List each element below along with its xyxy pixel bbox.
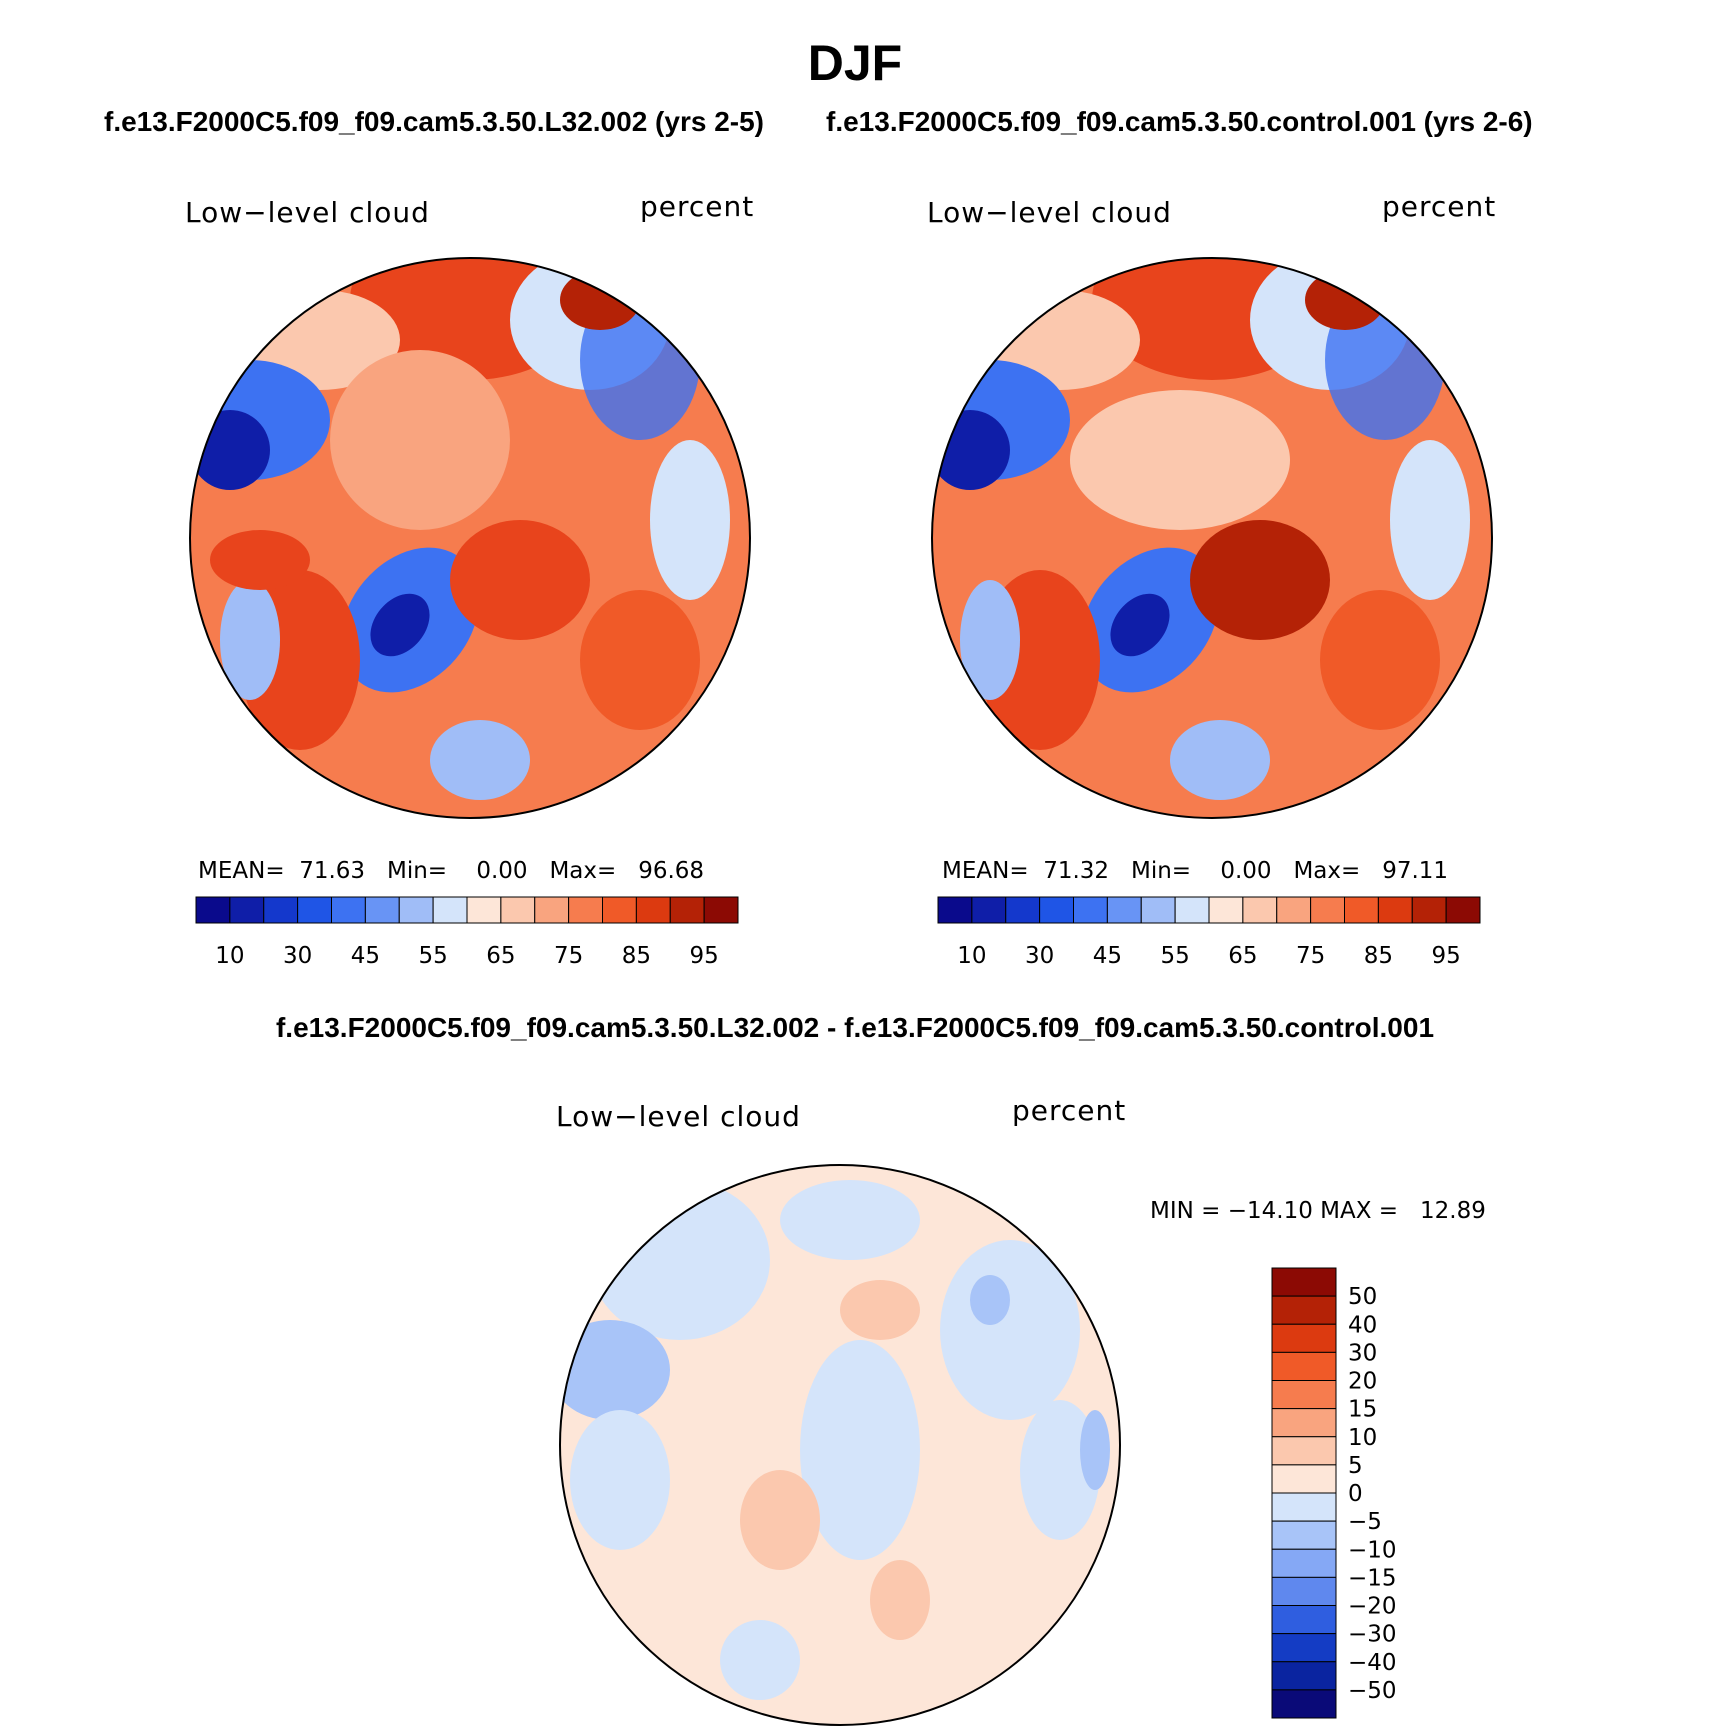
colorbar-b-swatch bbox=[1310, 896, 1345, 924]
colorbar-diff-swatch bbox=[1271, 1633, 1337, 1663]
colorbar-diff-tick-label: −10 bbox=[1348, 1537, 1397, 1563]
colorbar-b-swatch bbox=[1106, 896, 1142, 924]
colorbar-a-tick-label: 45 bbox=[351, 943, 380, 969]
colorbar-a-tick-label: 65 bbox=[486, 943, 515, 969]
difference-title: f.e13.F2000C5.f09_f09.cam5.3.50.L32.002 … bbox=[275, 1012, 1435, 1043]
colorbar-b-swatch bbox=[1411, 896, 1447, 924]
colorbar-b-swatch bbox=[1276, 896, 1312, 924]
map-panel-difference bbox=[559, 1164, 1121, 1726]
colorbar-b-tick-label: 65 bbox=[1228, 943, 1257, 969]
colorbar-a-tick-label: 55 bbox=[418, 943, 447, 969]
colorbar-diff-tick-label: −40 bbox=[1348, 1650, 1397, 1676]
colorbar-a-swatch bbox=[229, 896, 265, 924]
colorbar-diff-tick-label: 20 bbox=[1348, 1369, 1377, 1395]
colorbar-b-swatch bbox=[1073, 896, 1108, 924]
colorbar-diff-swatch bbox=[1271, 1323, 1337, 1353]
colorbar-diff-tick-label: −15 bbox=[1348, 1565, 1397, 1591]
colorbar-b-tick-label: 10 bbox=[957, 943, 986, 969]
colorbar-b-tick-label: 95 bbox=[1431, 943, 1460, 969]
colorbar-a-swatch bbox=[297, 896, 332, 924]
colorbar-a-swatch bbox=[195, 896, 231, 924]
colorbar-diff-swatch bbox=[1271, 1548, 1337, 1578]
figure-title: DJF bbox=[807, 35, 903, 91]
panel-a-variable: Low−level cloud bbox=[185, 196, 430, 229]
panel-a-stats: MEAN= 71.63 Min= 0.00 Max= 96.68 bbox=[198, 858, 705, 884]
colorbar-a-swatch bbox=[534, 896, 570, 924]
colorbar-diff-tick-label: −50 bbox=[1348, 1678, 1397, 1704]
colorbar-diff-tick-label: 50 bbox=[1348, 1284, 1377, 1310]
colorbar-b-tick-label: 45 bbox=[1093, 943, 1122, 969]
colorbar-diff-tick-label: 0 bbox=[1348, 1481, 1363, 1507]
colorbar-a-tick-label: 30 bbox=[283, 943, 312, 969]
colorbar-b-swatch bbox=[937, 896, 973, 924]
colorbar-b-swatch bbox=[1140, 896, 1176, 924]
colorbar-diff-swatch bbox=[1271, 1295, 1337, 1325]
colorbar-a-swatch bbox=[432, 896, 468, 924]
colorbar-a-swatch bbox=[669, 896, 705, 924]
colorbar-a-swatch bbox=[364, 896, 400, 924]
colorbar-diff-swatch bbox=[1271, 1576, 1337, 1606]
colorbar-a-tick-label: 95 bbox=[689, 943, 718, 969]
colorbar-diff-swatch bbox=[1271, 1464, 1337, 1494]
colorbar-b-swatch bbox=[1208, 896, 1244, 924]
colorbar-a-swatch bbox=[703, 896, 739, 924]
colorbar-diff-swatch bbox=[1271, 1689, 1337, 1719]
colorbar-a-swatch bbox=[398, 896, 434, 924]
colorbar-diff-swatch bbox=[1271, 1408, 1337, 1438]
colorbar-b-swatch bbox=[1377, 896, 1413, 924]
panel-diff-variable: Low−level cloud bbox=[556, 1100, 801, 1133]
colorbar-diff-tick-label: −5 bbox=[1348, 1509, 1382, 1535]
panel-b-variable: Low−level cloud bbox=[927, 196, 1172, 229]
colorbar-diff-swatch bbox=[1271, 1436, 1337, 1466]
colorbar-a-swatch bbox=[263, 896, 299, 924]
colorbar-a-swatch bbox=[331, 896, 366, 924]
colorbar-a-swatch bbox=[500, 896, 536, 924]
colorbar-diff-swatch bbox=[1271, 1380, 1337, 1410]
colorbar-a-swatch bbox=[568, 896, 603, 924]
colorbar-b-swatch bbox=[1039, 896, 1074, 924]
colorbar-diff-swatch bbox=[1271, 1351, 1337, 1381]
colorbar-a-swatch bbox=[602, 896, 637, 924]
panel-a-units: percent bbox=[640, 190, 755, 223]
colorbar-diff-tick-label: 5 bbox=[1348, 1453, 1363, 1479]
colorbar-diff-tick-label: 30 bbox=[1348, 1340, 1377, 1366]
colorbar-a-tick-label: 85 bbox=[622, 943, 651, 969]
colorbar-b-tick-label: 75 bbox=[1296, 943, 1325, 969]
case-b-title: f.e13.F2000C5.f09_f09.cam5.3.50.control.… bbox=[826, 106, 1533, 137]
colorbar-diff-tick-label: −30 bbox=[1348, 1622, 1397, 1648]
colorbar-diff-swatch bbox=[1271, 1605, 1337, 1635]
colorbar-diff-swatch bbox=[1271, 1661, 1337, 1691]
case-a-title: f.e13.F2000C5.f09_f09.cam5.3.50.L32.002 … bbox=[104, 106, 764, 137]
colorbar-a-tick-label: 10 bbox=[215, 943, 244, 969]
colorbar-b-swatch bbox=[971, 896, 1007, 924]
colorbar-b-tick-label: 85 bbox=[1364, 943, 1393, 969]
colorbar-diff-swatch bbox=[1271, 1492, 1337, 1522]
colorbar-a-swatch bbox=[466, 896, 502, 924]
colorbar-b-swatch bbox=[1344, 896, 1379, 924]
colorbar-diff-swatch bbox=[1271, 1267, 1337, 1297]
colorbar-diff-tick-label: 10 bbox=[1348, 1425, 1377, 1451]
colorbar-b-swatch bbox=[1242, 896, 1278, 924]
map-panel-b bbox=[931, 257, 1493, 819]
colorbar-b-swatch bbox=[1005, 896, 1041, 924]
panel-diff-stats: MIN = −14.10 MAX = 12.89 bbox=[1150, 1198, 1486, 1224]
colorbar-a-tick-label: 75 bbox=[554, 943, 583, 969]
colorbar-diff-swatch bbox=[1271, 1520, 1337, 1550]
colorbar-b-swatch bbox=[1174, 896, 1210, 924]
panel-diff-units: percent bbox=[1012, 1094, 1127, 1127]
map-panel-a bbox=[189, 257, 751, 819]
colorbar-diff-tick-label: 15 bbox=[1348, 1397, 1377, 1423]
panel-b-units: percent bbox=[1382, 190, 1497, 223]
colorbar-a-swatch bbox=[635, 896, 671, 924]
colorbar-panel-b: 10 30 45 55 65 75 85 95 bbox=[937, 896, 1481, 969]
colorbar-b-swatch bbox=[1445, 896, 1481, 924]
colorbar-b-tick-label: 55 bbox=[1160, 943, 1189, 969]
colorbar-diff-tick-label: −20 bbox=[1348, 1594, 1397, 1620]
colorbar-b-tick-label: 30 bbox=[1025, 943, 1054, 969]
colorbar-panel-a: 10 30 45 55 65 75 85 95 bbox=[195, 896, 739, 969]
colorbar-diff-tick-label: 40 bbox=[1348, 1312, 1377, 1338]
panel-b-stats: MEAN= 71.32 Min= 0.00 Max= 97.11 bbox=[942, 858, 1449, 884]
